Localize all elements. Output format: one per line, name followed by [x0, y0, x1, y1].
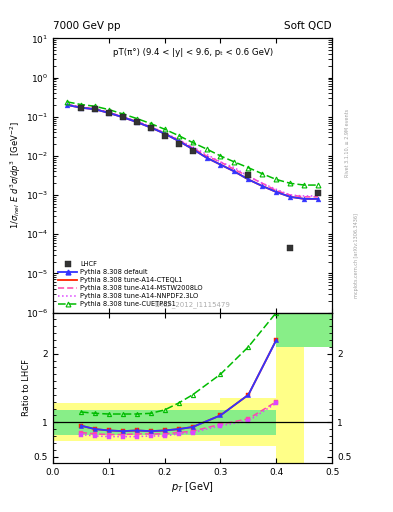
- Text: LHCF_2012_I1115479: LHCF_2012_I1115479: [154, 302, 231, 308]
- X-axis label: $p_T$ [GeV]: $p_T$ [GeV]: [171, 480, 214, 494]
- Legend: LHCF, Pythia 8.308 default, Pythia 8.308 tune-A14-CTEQL1, Pythia 8.308 tune-A14-: LHCF, Pythia 8.308 default, Pythia 8.308…: [56, 259, 206, 310]
- Y-axis label: $1/\sigma_{inel}\ E\ d^3\sigma/dp^3$  [GeV$^{-2}$]: $1/\sigma_{inel}\ E\ d^3\sigma/dp^3$ [Ge…: [9, 122, 23, 229]
- Y-axis label: Ratio to LHCF: Ratio to LHCF: [22, 359, 31, 416]
- Text: 7000 GeV pp: 7000 GeV pp: [53, 20, 121, 31]
- Text: mcplots.cern.ch [arXiv:1306.3436]: mcplots.cern.ch [arXiv:1306.3436]: [354, 214, 359, 298]
- Text: Soft QCD: Soft QCD: [285, 20, 332, 31]
- Text: Rivet 3.1.10, ≥ 2.9M events: Rivet 3.1.10, ≥ 2.9M events: [345, 109, 350, 178]
- Text: pT(π°) (9.4 < |y| < 9.6, pₜ < 0.6 GeV): pT(π°) (9.4 < |y| < 9.6, pₜ < 0.6 GeV): [112, 48, 273, 57]
